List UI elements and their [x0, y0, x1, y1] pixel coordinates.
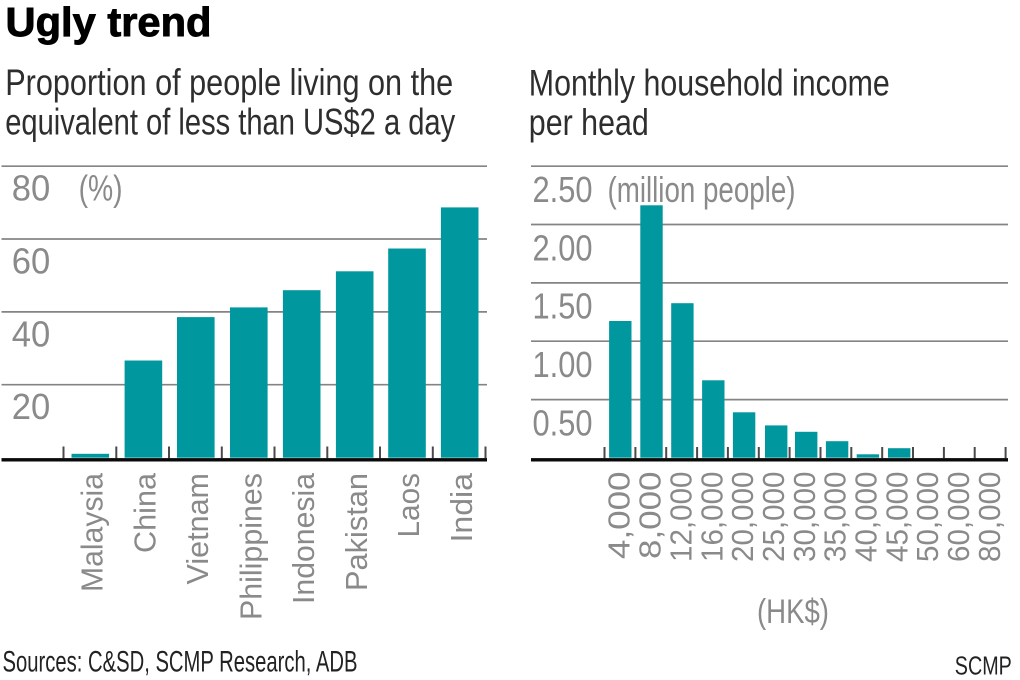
svg-text:60: 60 — [12, 240, 51, 281]
svg-text:Malaysia: Malaysia — [75, 472, 110, 592]
svg-text:80: 80 — [12, 168, 51, 209]
svg-text:Proportion of people living on: Proportion of people living on the — [5, 62, 453, 103]
svg-text:Vietnam: Vietnam — [180, 473, 215, 585]
svg-text:per head: per head — [529, 102, 649, 143]
svg-text:0.50: 0.50 — [533, 402, 593, 443]
svg-text:16,000: 16,000 — [694, 472, 729, 563]
svg-text:1.00: 1.00 — [533, 344, 593, 385]
svg-text:20,000: 20,000 — [725, 472, 760, 563]
svg-text:80,000: 80,000 — [972, 472, 1007, 563]
svg-text:India: India — [444, 472, 479, 542]
svg-text:20: 20 — [12, 386, 51, 427]
svg-text:60,000: 60,000 — [941, 472, 976, 563]
svg-text:Ugly trend: Ugly trend — [6, 0, 212, 45]
svg-text:30,000: 30,000 — [787, 472, 822, 563]
svg-text:50,000: 50,000 — [910, 472, 945, 563]
svg-text:China: China — [128, 472, 163, 553]
svg-text:Laos: Laos — [391, 473, 426, 538]
svg-text:Indonesia: Indonesia — [286, 472, 321, 604]
svg-text:35,000: 35,000 — [818, 472, 853, 563]
svg-text:45,000: 45,000 — [879, 472, 914, 563]
svg-text:Philippines: Philippines — [234, 473, 269, 620]
svg-text:Monthly household income: Monthly household income — [529, 63, 890, 104]
svg-text:8,000: 8,000 — [633, 472, 668, 560]
svg-text:(%): (%) — [79, 168, 123, 209]
svg-text:40: 40 — [12, 313, 51, 354]
svg-text:(HK$): (HK$) — [757, 593, 829, 631]
svg-text:40,000: 40,000 — [849, 472, 884, 563]
svg-text:2.00: 2.00 — [533, 227, 593, 268]
svg-text:1.50: 1.50 — [533, 286, 593, 327]
svg-text:2.50: 2.50 — [533, 169, 593, 210]
svg-text:4,000: 4,000 — [602, 472, 637, 560]
svg-text:(million people): (million people) — [608, 169, 796, 210]
svg-text:SCMP: SCMP — [955, 650, 1012, 680]
svg-text:equivalent of less than US$2 a: equivalent of less than US$2 a day — [5, 102, 455, 143]
svg-text:Pakistan: Pakistan — [339, 473, 374, 591]
svg-text:Sources: C&SD, SCMP Research,: Sources: C&SD, SCMP Research, ADB — [3, 646, 358, 679]
svg-text:12,000: 12,000 — [663, 472, 698, 563]
svg-text:25,000: 25,000 — [756, 472, 791, 563]
